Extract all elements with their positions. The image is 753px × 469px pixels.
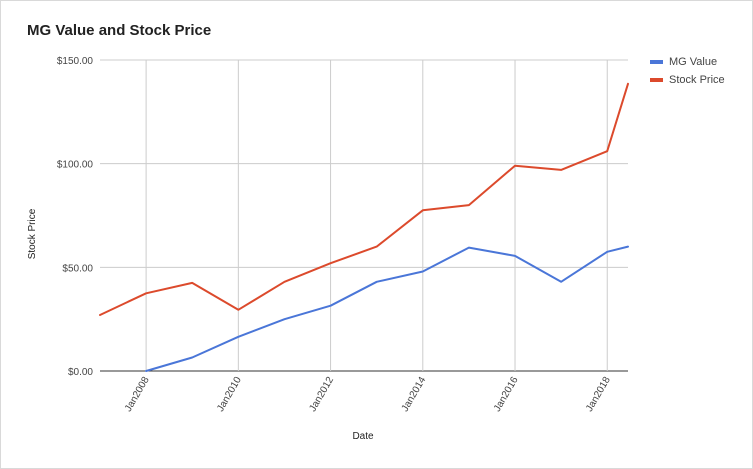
data-point-stock-price[interactable] [604,148,610,154]
legend-item-mg-value[interactable]: MG Value [650,53,725,71]
chart-title: MG Value and Stock Price [27,22,212,39]
data-point-stock-price[interactable] [143,290,149,296]
data-point-mg-value[interactable] [281,316,287,322]
x-tick-label: Jan2014 [400,375,429,414]
y-tick-label: $100.00 [57,160,94,171]
data-point-stock-price[interactable] [512,163,518,169]
series-line-stock-price[interactable] [99,82,629,316]
x-axis-label: Date [352,431,374,442]
x-tick-label: Jan2018 [584,375,613,414]
x-tick-label: Jan2010 [215,375,244,414]
data-point-mg-value[interactable] [328,303,334,309]
legend: MG Value Stock Price [650,53,725,89]
data-point-mg-value[interactable] [466,245,472,251]
data-point-stock-price[interactable] [558,167,564,173]
data-point-stock-price[interactable] [466,202,472,208]
data-point-stock-price[interactable] [328,260,334,266]
data-point-stock-price[interactable] [374,244,380,250]
legend-swatch-mg-value [650,60,663,64]
x-tick-label: Jan2012 [307,375,336,414]
data-point-stock-price[interactable] [625,81,631,87]
data-point-mg-value[interactable] [374,279,380,285]
legend-item-stock-price[interactable]: Stock Price [650,71,725,89]
data-point-mg-value[interactable] [189,355,195,361]
data-point-mg-value[interactable] [143,368,149,374]
x-tick-label: Jan2008 [123,375,152,414]
x-tick-label: Jan2016 [492,375,521,414]
data-point-mg-value[interactable] [625,244,631,250]
y-tick-label: $50.00 [62,263,93,274]
data-point-mg-value[interactable] [558,279,564,285]
data-point-stock-price[interactable] [281,279,287,285]
series-line-mg-value[interactable] [145,245,629,372]
y-tick-label: $150.00 [57,56,94,67]
data-point-mg-value[interactable] [420,268,426,274]
data-point-mg-value[interactable] [512,253,518,259]
y-axis-label: Stock Price [27,208,38,259]
data-point-mg-value[interactable] [604,249,610,255]
data-point-mg-value[interactable] [235,334,241,340]
legend-label-mg-value: MG Value [669,56,718,68]
data-point-stock-price[interactable] [97,312,103,318]
legend-swatch-stock-price [650,78,663,82]
y-tick-label: $0.00 [68,367,93,378]
data-point-stock-price[interactable] [420,207,426,213]
data-point-stock-price[interactable] [189,280,195,286]
legend-label-stock-price: Stock Price [669,74,725,86]
data-point-stock-price[interactable] [235,307,241,313]
